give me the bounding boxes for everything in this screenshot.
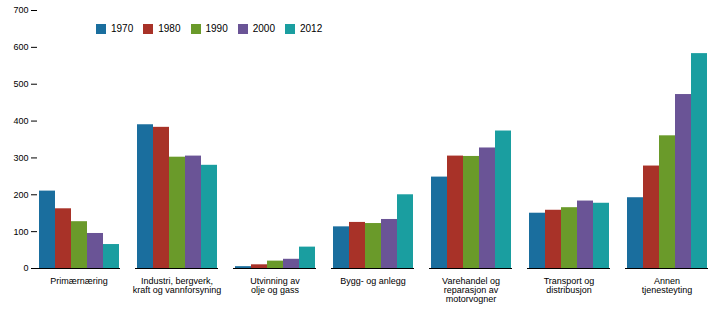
html-text:2012: 2012 bbox=[300, 23, 323, 34]
html-text:2000: 2000 bbox=[252, 23, 275, 34]
svg-text:Utvinning avolje og gass: Utvinning avolje og gass bbox=[250, 276, 300, 295]
svg-text:Primærnæring: Primærnæring bbox=[50, 276, 108, 286]
html-text:1970: 1970 bbox=[111, 23, 134, 34]
html-text:1990: 1990 bbox=[205, 23, 228, 34]
svg-text:Transport ogdistribusjon: Transport ogdistribusjon bbox=[544, 276, 595, 295]
svg-text:Bygg- og anlegg: Bygg- og anlegg bbox=[340, 276, 406, 286]
svg-text:0: 0 bbox=[23, 263, 28, 273]
svg-text:500: 500 bbox=[13, 79, 28, 89]
svg-text:300: 300 bbox=[13, 153, 28, 163]
svg-text:600: 600 bbox=[13, 42, 28, 52]
html-text:1980: 1980 bbox=[158, 23, 181, 34]
svg-text:400: 400 bbox=[13, 116, 28, 126]
svg-text:Industri, bergverk,kraft og va: Industri, bergverk,kraft og vannforsynin… bbox=[133, 276, 222, 295]
svg-text:Varehandel ogreparasjon avmoto: Varehandel ogreparasjon avmotorvogner bbox=[442, 276, 500, 304]
svg-text:200: 200 bbox=[13, 190, 28, 200]
svg-text:700: 700 bbox=[13, 5, 28, 15]
svg-text:Annentjenesteyting: Annentjenesteyting bbox=[642, 276, 693, 295]
svg-text:100: 100 bbox=[13, 227, 28, 237]
